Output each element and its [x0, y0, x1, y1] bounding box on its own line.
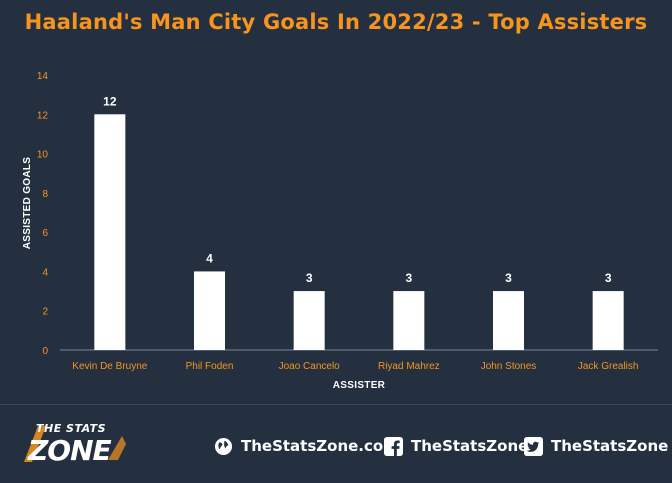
y-tick-label: 12 — [37, 110, 49, 121]
chart-title: Haaland's Man City Goals In 2022/23 - To… — [24, 10, 648, 34]
footer-divider — [0, 404, 672, 405]
x-tick-label: Jack Grealish — [578, 361, 639, 372]
y-tick-label: 8 — [42, 189, 48, 200]
y-axis-ticks: 0 2 4 6 8 10 12 14 — [37, 71, 49, 357]
bar — [393, 291, 425, 350]
bar — [94, 114, 126, 351]
brand-logo: THE STATS ZONE — [22, 422, 142, 467]
data-label: 12 — [103, 94, 117, 108]
twitter-link[interactable]: TheStatsZone — [524, 436, 668, 456]
bar-chart: 0 2 4 6 8 10 12 14 Kevin De Bruyne Phil Foden Joa… — [22, 71, 658, 391]
x-tick-label: John Stones — [481, 361, 537, 372]
facebook-link[interactable]: TheStatsZone — [384, 436, 528, 456]
x-tick-label: Kevin De Bruyne — [72, 361, 147, 372]
y-tick-label: 4 — [42, 267, 48, 278]
globe-icon — [214, 437, 233, 455]
data-label: 3 — [405, 271, 412, 285]
x-tick-label: Joao Cancelo — [279, 361, 341, 372]
bar — [592, 291, 624, 350]
y-tick-label: 0 — [42, 346, 48, 357]
data-label: 3 — [605, 271, 612, 285]
bar — [493, 291, 524, 350]
brand-swoosh-icon — [24, 426, 126, 462]
x-axis-ticks: Kevin De Bruyne Phil Foden Joao Cancelo Riy… — [72, 361, 638, 372]
bar — [194, 271, 225, 350]
y-tick-label: 6 — [42, 228, 48, 239]
data-label: 3 — [505, 271, 512, 285]
data-label: 3 — [306, 271, 313, 285]
y-tick-label: 2 — [42, 307, 48, 318]
website-text: TheStatsZone.com — [241, 437, 399, 455]
bar — [293, 291, 325, 350]
facebook-icon — [384, 436, 403, 456]
x-tick-label: Phil Foden — [186, 361, 234, 372]
website-link[interactable]: TheStatsZone.com — [214, 436, 399, 456]
y-axis-label: ASSISTED GOALS — [22, 157, 33, 250]
twitter-icon — [524, 436, 543, 456]
x-tick-label: Riyad Mahrez — [378, 361, 440, 372]
bars — [94, 114, 624, 351]
twitter-text: TheStatsZone — [551, 437, 669, 455]
x-axis-label: ASSISTER — [333, 380, 386, 391]
brand-name-bottom: ZONE — [28, 434, 112, 467]
facebook-text: TheStatsZone — [411, 437, 529, 455]
brand-name-top: THE STATS — [36, 422, 107, 435]
y-tick-label: 14 — [37, 71, 49, 82]
y-tick-label: 10 — [37, 150, 49, 161]
data-label: 4 — [206, 251, 213, 265]
data-labels: 12 4 3 3 3 3 — [103, 94, 612, 285]
